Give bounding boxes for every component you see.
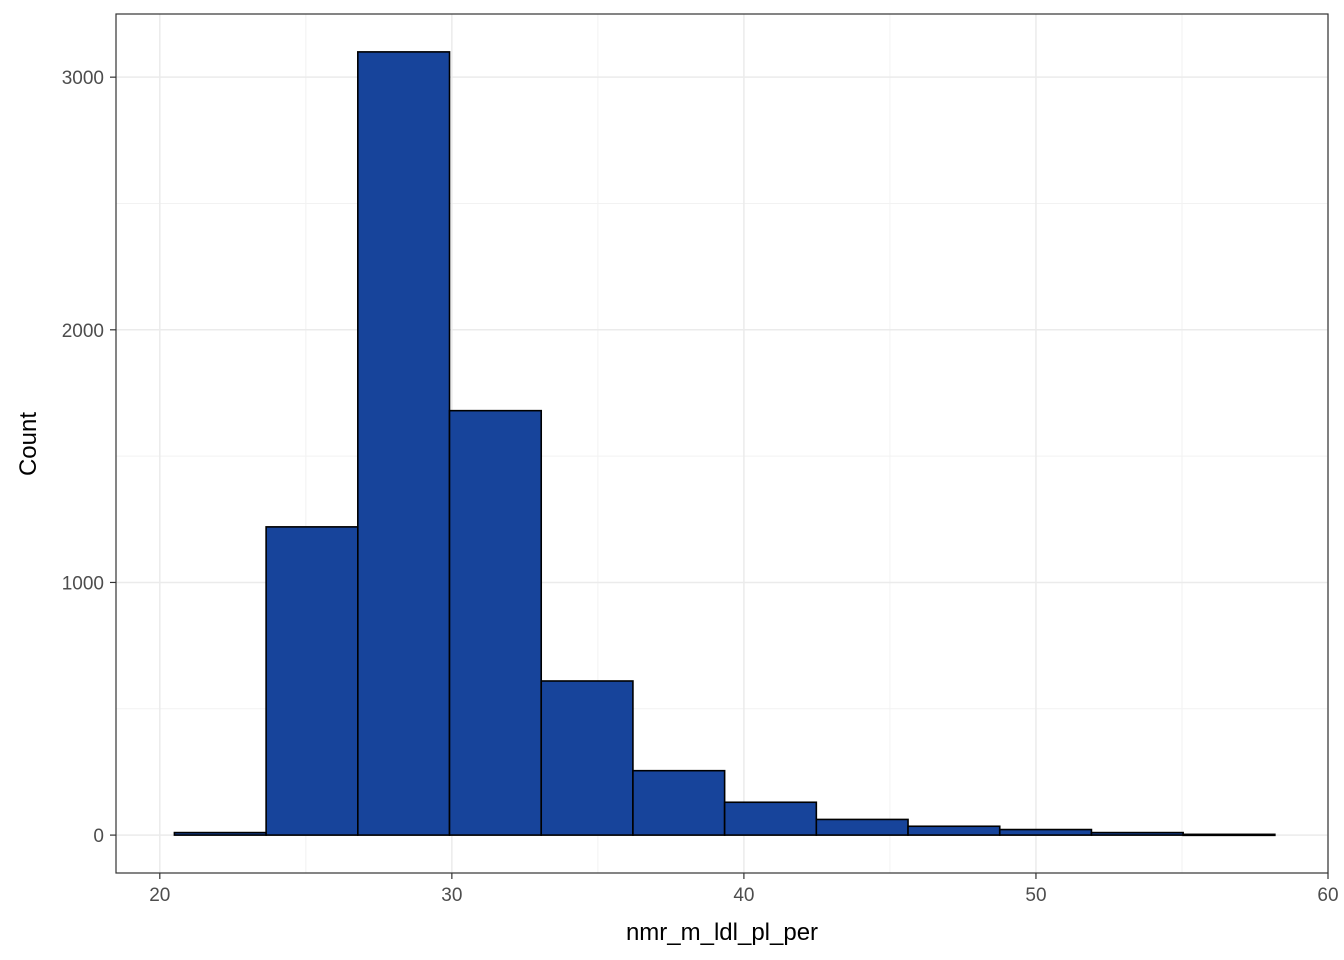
y-axis-ticks: 0 1000 2000 3000 bbox=[62, 68, 116, 847]
x-tick-label: 30 bbox=[441, 885, 462, 906]
histogram-bar bbox=[265, 526, 359, 836]
x-tick-label: 20 bbox=[149, 885, 170, 906]
histogram-bar bbox=[723, 801, 818, 836]
x-axis-title: nmr_m_ldl_pl_per bbox=[626, 919, 818, 946]
histogram-bar bbox=[540, 680, 634, 836]
histogram-bar bbox=[1182, 833, 1276, 837]
x-tick-label: 50 bbox=[1025, 885, 1046, 906]
y-axis-title: Count bbox=[15, 412, 42, 476]
histogram-bar bbox=[998, 828, 1093, 836]
histogram-bar bbox=[173, 831, 267, 836]
histogram-bar bbox=[1090, 831, 1184, 836]
histogram-bars bbox=[173, 51, 1276, 837]
grid-lines bbox=[116, 14, 1329, 873]
histogram-bar bbox=[632, 769, 726, 836]
y-tick-label: 3000 bbox=[62, 68, 104, 89]
y-tick-label: 1000 bbox=[62, 573, 104, 594]
histogram-bar bbox=[907, 825, 1001, 836]
panel-border bbox=[115, 13, 1329, 874]
histogram-bar bbox=[357, 51, 451, 836]
histogram-bar bbox=[448, 409, 543, 836]
x-tick-label: 60 bbox=[1317, 885, 1338, 906]
y-tick-label: 2000 bbox=[62, 321, 104, 342]
x-axis-ticks: 20 30 40 50 60 bbox=[149, 873, 1339, 906]
x-tick-label: 40 bbox=[733, 885, 754, 906]
histogram-bar bbox=[815, 818, 909, 836]
y-tick-label: 0 bbox=[93, 826, 104, 847]
